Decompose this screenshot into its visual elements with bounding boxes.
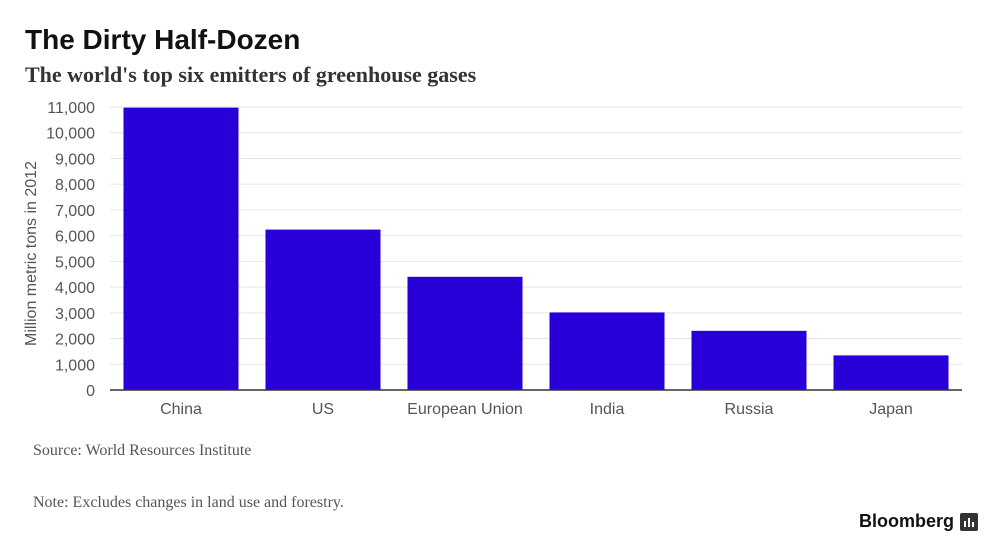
bar-chart-icon xyxy=(960,512,978,531)
y-tick-label: 10,000 xyxy=(46,126,95,143)
gridlines xyxy=(110,106,962,365)
y-tick-label: 0 xyxy=(86,383,95,400)
bar-japan xyxy=(833,355,949,390)
bar-us xyxy=(265,229,381,390)
x-tick-label: US xyxy=(312,401,334,418)
y-tick-label: 1,000 xyxy=(55,357,95,374)
bar-china xyxy=(123,107,239,390)
bar-india xyxy=(549,312,665,390)
chart-subtitle: The world's top six emitters of greenhou… xyxy=(25,62,477,87)
x-tick-label: European Union xyxy=(407,401,523,418)
bar-russia xyxy=(691,330,807,390)
y-tick-label: 5,000 xyxy=(55,254,95,271)
brand-logo: Bloomberg xyxy=(859,511,978,532)
brand-name: Bloomberg xyxy=(858,511,954,531)
bar-european-union xyxy=(407,276,523,390)
y-tick-label: 4,000 xyxy=(55,280,95,297)
bar-chart: 0 1,000 2,000 3,000 4,000 5,000 6,000 7,000 8,00… xyxy=(23,100,962,418)
y-tick-label: 9,000 xyxy=(55,151,95,168)
x-tick-label: Russia xyxy=(725,401,774,418)
y-axis-label: Million metric tons in 2012 xyxy=(23,161,40,346)
source-note: Source: World Resources Institute xyxy=(33,442,252,459)
y-tick-label: 7,000 xyxy=(55,203,95,220)
x-tick-label: China xyxy=(160,401,202,418)
y-tick-label: 8,000 xyxy=(55,177,95,194)
x-tick-label: Japan xyxy=(869,401,913,418)
y-tick-label: 11,000 xyxy=(47,100,95,117)
y-tick-label: 2,000 xyxy=(55,332,95,349)
footnote: Note: Excludes changes in land use and f… xyxy=(33,494,344,511)
axes: 0 1,000 2,000 3,000 4,000 5,000 6,000 7,000 8,00… xyxy=(23,100,962,418)
y-tick-label: 3,000 xyxy=(55,306,95,323)
bars xyxy=(123,107,949,390)
chart-title: The Dirty Half-Dozen xyxy=(25,24,301,55)
x-tick-label: India xyxy=(590,401,625,418)
y-tick-label: 6,000 xyxy=(55,229,95,246)
